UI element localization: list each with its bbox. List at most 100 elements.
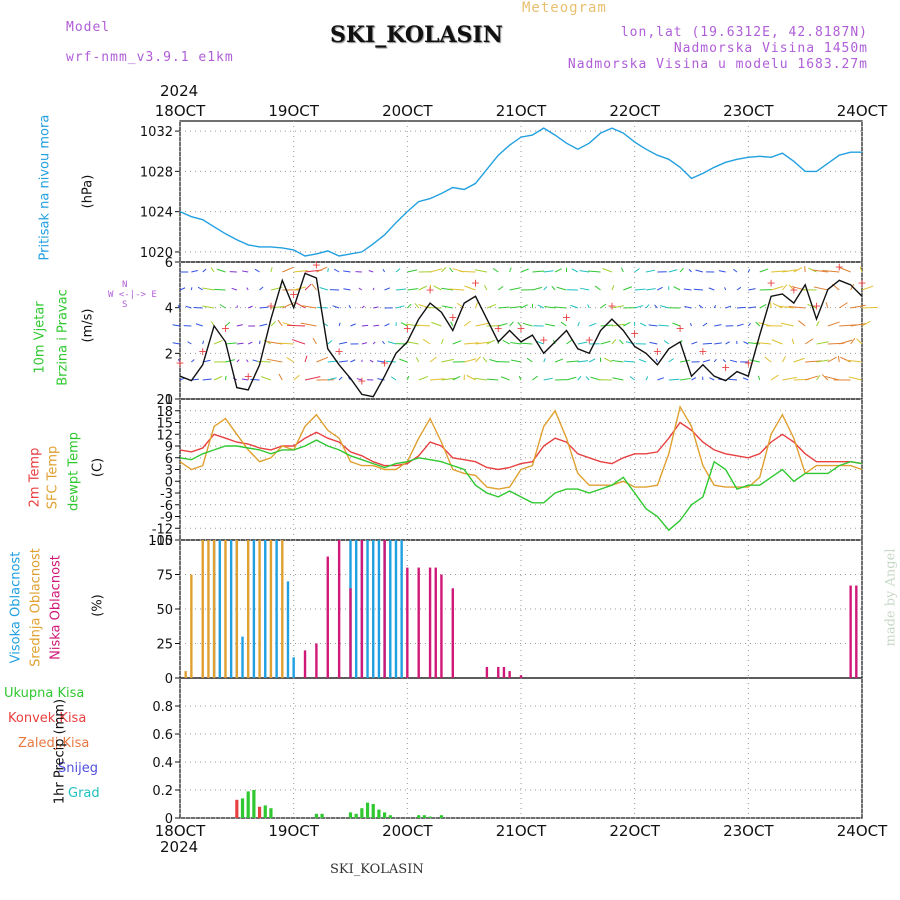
low-cloud-bar [855, 585, 858, 678]
wind-arrow [537, 304, 544, 309]
wind-arrow [449, 267, 454, 273]
wind-arrow [611, 359, 624, 363]
wind-ylabel-2: Brzina i Pravac [55, 289, 71, 386]
wind-arrow [526, 357, 533, 363]
wind-arrow [612, 377, 624, 381]
wind-arrow [347, 376, 351, 381]
precip-unit: 1hr Precip (mm) [52, 698, 68, 805]
high-cloud-bar [252, 540, 256, 678]
total-precip-bar [269, 808, 273, 818]
wind-arrow [202, 268, 207, 273]
cloud-unit: (%) [90, 594, 106, 617]
wind-arrow [634, 288, 646, 291]
wind-arrow [372, 341, 376, 345]
wind-arrow [566, 360, 579, 363]
wind-arrow [500, 376, 510, 381]
x-tick-label-top: 24OCT [837, 102, 888, 120]
pressure-ytick-label: 1020 [140, 246, 173, 261]
wind-arrow [395, 288, 407, 291]
wind-arrow [399, 358, 408, 363]
wind-arrow [517, 321, 522, 327]
wind-arrow [571, 268, 579, 273]
wind-arrow [261, 376, 272, 381]
low-cloud-bar [434, 567, 437, 678]
wind-arrow [623, 360, 635, 363]
wind-gust-mark: + [221, 322, 230, 335]
footer-station: SKI_KOLASIN [330, 862, 424, 877]
wind-gust-mark: + [562, 311, 571, 324]
precip-ytick-label: 0.8 [152, 700, 173, 715]
wind-arrow [407, 269, 418, 273]
wind-arrow [361, 305, 365, 309]
wind-arrow [639, 322, 647, 327]
wind-arrow [172, 342, 181, 345]
wind-arrow [277, 319, 283, 327]
wind-arrow [187, 341, 192, 345]
wind-gust-mark: + [744, 356, 753, 369]
wind-arrow [684, 306, 692, 309]
total-precip-bar [252, 790, 256, 818]
wind-arrow [554, 306, 567, 309]
wind-arrow [339, 341, 348, 345]
mid-cloud-bar [281, 540, 284, 678]
conv-precip-bar [235, 799, 239, 818]
wind-arrow [373, 306, 379, 309]
wind-arrow [570, 304, 579, 309]
wind-arrow [259, 323, 268, 327]
wind-arrow [452, 340, 462, 345]
wind-arrow [771, 270, 787, 273]
temp-dewpt-line [179, 439, 863, 532]
low-cloud-bar [428, 567, 432, 678]
x-tick-label-top: 22OCT [609, 102, 660, 120]
legend-snow: Snijeg [58, 761, 98, 776]
low-cloud-bar [508, 671, 511, 678]
mid-cloud-bar [184, 671, 187, 678]
wind-arrow [441, 287, 453, 291]
wind-arrow [772, 302, 783, 309]
wind-arrow [225, 342, 237, 345]
wind-arrow [770, 285, 784, 291]
wind-arrow [350, 359, 356, 363]
wind-arrow [693, 288, 703, 291]
wind-arrow [236, 359, 240, 363]
wind-gust-mark: + [403, 322, 412, 335]
precip-ytick-label: 0.4 [152, 756, 173, 771]
wind-arrow [861, 285, 874, 291]
x-tick-label-bottom: 21OCT [496, 822, 547, 840]
wind-arrow [724, 287, 727, 291]
wind-arrow [645, 376, 649, 381]
wind-arrow [798, 320, 806, 327]
wind-arrow [600, 303, 607, 309]
legend-conv-precip: Konvek.Kisa [8, 711, 87, 726]
wind-arrow [287, 324, 306, 327]
wind-arrow [611, 339, 617, 345]
mid-cloud-bar [269, 540, 273, 678]
wind-arrow [474, 269, 487, 273]
wind-arrow [259, 306, 269, 309]
wind-arrow [688, 268, 692, 273]
mid-cloud-bar [258, 540, 261, 678]
wind-compass-legend: N W <-|-> E S [108, 280, 157, 310]
wind-arrow [219, 304, 226, 309]
low-cloud-bar [337, 540, 341, 678]
wind-arrow [489, 358, 499, 363]
wind-arrow [311, 283, 317, 291]
wind-arrow [509, 287, 521, 291]
total-precip-bar [348, 812, 353, 818]
wind-arrow [672, 322, 681, 327]
wind-arrow [861, 306, 878, 309]
wind-arrow [545, 323, 556, 327]
clouds-ytick-label: 50 [156, 603, 173, 618]
wind-gust-mark: + [585, 334, 594, 347]
wind-arrow [191, 359, 195, 363]
wind-arrow [384, 323, 390, 327]
wind-arrow [509, 305, 522, 309]
wind-arrow [729, 359, 738, 363]
wind-gust-mark: + [175, 356, 184, 369]
wind-arrow [770, 374, 779, 381]
wind-arrow [414, 303, 420, 309]
wind-arrow [623, 286, 633, 291]
pressure-ytick-label: 1028 [140, 165, 173, 180]
wind-arrow [382, 268, 386, 273]
wind-arrow [312, 337, 317, 345]
